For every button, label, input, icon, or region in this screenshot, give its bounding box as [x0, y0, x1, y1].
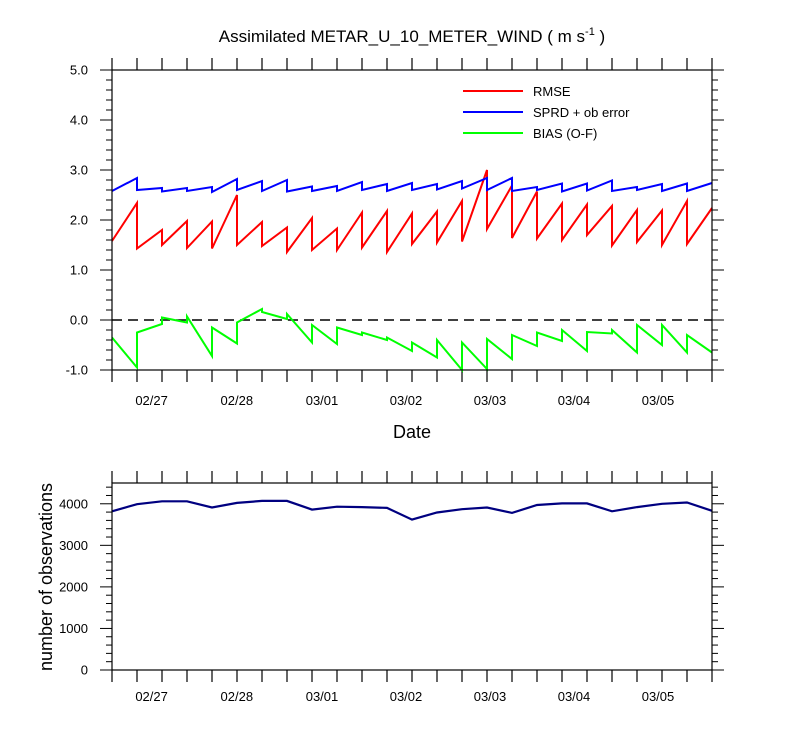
bottom-series-lines: [111, 499, 713, 521]
y-tick-label: 0: [81, 663, 88, 678]
y-tick-label: 5.0: [70, 63, 88, 78]
y-axis-title-observations: number of observations: [36, 483, 56, 671]
y-tick-label: 2.0: [70, 213, 88, 228]
x-tick-label: 03/03: [474, 393, 507, 408]
series-line-bias: [111, 307, 713, 373]
y-tick-label: 4.0: [70, 113, 88, 128]
chart-title: Assimilated METAR_U_10_METER_WIND ( m s-…: [219, 26, 605, 46]
x-tick-label: 03/01: [306, 689, 339, 704]
bottom-plot-panel: 0 1000 2000 3000 4000 02/27 02/28 03/01 03/02 03…: [59, 471, 724, 704]
x-tick-label: 03/05: [642, 689, 675, 704]
series-line-rmse: [111, 169, 713, 256]
x-tick-label: 03/02: [390, 689, 423, 704]
y-tick-label: 3.0: [70, 163, 88, 178]
x-tick-label: 03/01: [306, 393, 339, 408]
legend-label: RMSE: [533, 84, 571, 99]
bottom-y-tick-labels: 0 1000 2000 3000 4000: [59, 496, 88, 677]
x-tick-label: 02/27: [135, 689, 168, 704]
top-y-tick-labels: -1.0 0.0 1.0 2.0 3.0 4.0 5.0: [66, 63, 88, 378]
x-tick-label: 03/04: [558, 689, 591, 704]
series-line-spread: [111, 176, 713, 194]
x-tick-label: 03/05: [642, 393, 675, 408]
legend: RMSE SPRD + ob error BIAS (O-F): [463, 84, 630, 141]
y-tick-label: 4000: [59, 496, 88, 511]
legend-label: SPRD + ob error: [533, 105, 630, 120]
top-axis-ticks: [100, 58, 724, 382]
x-tick-label: 02/27: [135, 393, 168, 408]
bottom-plot-frame: [111, 482, 713, 671]
y-tick-label: 0.0: [70, 313, 88, 328]
x-tick-label: 03/04: [558, 393, 591, 408]
y-tick-label: 1.0: [70, 263, 88, 278]
y-tick-label: -1.0: [66, 363, 88, 378]
y-tick-label: 2000: [59, 579, 88, 594]
x-tick-label: 03/02: [390, 393, 423, 408]
bottom-axis-ticks: [100, 471, 724, 682]
top-plot-frame: [111, 69, 713, 371]
top-series-lines: [111, 169, 713, 373]
bottom-x-tick-labels: 02/27 02/28 03/01 03/02 03/03 03/04 03/05: [135, 689, 674, 704]
x-axis-title: Date: [393, 422, 431, 442]
x-tick-label: 02/28: [221, 689, 254, 704]
x-tick-label: 03/03: [474, 689, 507, 704]
legend-label: BIAS (O-F): [533, 126, 597, 141]
observations-line: [111, 499, 713, 521]
x-tick-label: 02/28: [221, 393, 254, 408]
y-tick-label: 1000: [59, 621, 88, 636]
top-x-tick-labels: 02/27 02/28 03/01 03/02 03/03 03/04 03/05: [135, 393, 674, 408]
y-tick-label: 3000: [59, 538, 88, 553]
top-plot-panel: -1.0 0.0 1.0 2.0 3.0 4.0 5.0 02/27 02/28 03/01 03…: [66, 58, 724, 408]
